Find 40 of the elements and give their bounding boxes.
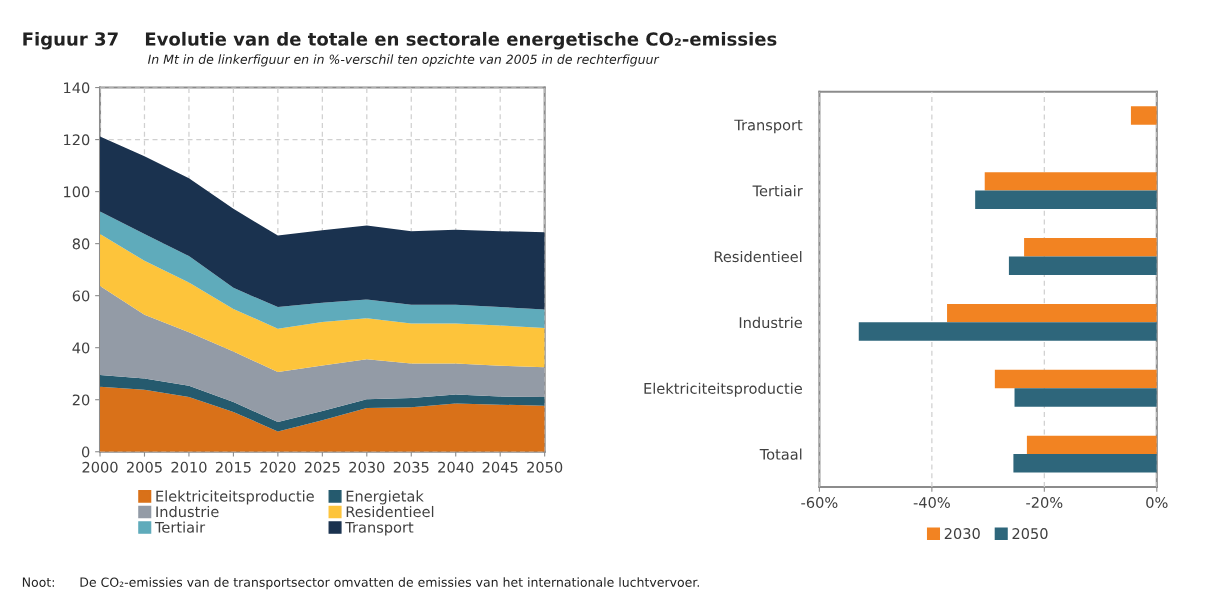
x-tick-label: 2000	[82, 461, 118, 473]
y-tick-label: Tertiair	[752, 185, 803, 197]
y-tick-label: 80	[72, 238, 90, 250]
x-tick-label: 2035	[393, 461, 429, 473]
legend-label: Elektriciteitsproductie	[156, 490, 314, 505]
y-tick-label: 120	[64, 134, 90, 146]
y-tick-label: 20	[72, 394, 90, 406]
y-tick-label: Industrie	[739, 316, 802, 329]
y-tick-label: Totaal	[759, 448, 802, 460]
x-tick-label: -20%	[1026, 496, 1063, 509]
chart-subtitle: In Mt in de linkerfiguur en in %-verschil ten opzichte van 2005 in de rechterfiguur	[147, 54, 660, 67]
x-tick-label: 0%	[1146, 496, 1168, 509]
legend-label: Residentieel	[346, 505, 434, 518]
legend-label: 2050	[1012, 528, 1048, 540]
x-tick-label: 2005	[126, 461, 162, 473]
x-tick-label: -40%	[913, 496, 950, 509]
text: Noot: De CO₂-emissies van de transportsector omvatten de emissies van het internationale luchtvervoer.	[22, 577, 699, 590]
y-tick-label: 100	[64, 186, 90, 198]
legend-label: Tertiair	[154, 521, 206, 533]
x-tick-label: 2015	[215, 461, 251, 473]
y-tick-label: 0	[81, 446, 90, 458]
x-tick-label: 2045	[482, 461, 518, 473]
x-tick-label: 2040	[438, 461, 474, 473]
y-tick-label: Residentieel	[714, 250, 802, 263]
legend-label: Industrie	[156, 505, 219, 518]
x-tick-label: 2020	[260, 461, 296, 473]
x-tick-label: 2010	[171, 461, 207, 473]
x-tick-label: -60%	[801, 496, 838, 509]
legend-label: Energietak	[346, 490, 424, 505]
y-tick-label: 40	[72, 342, 90, 354]
x-tick-label: 2025	[304, 461, 340, 473]
legend-label: Transport	[345, 521, 414, 536]
y-tick-label: 140	[64, 82, 90, 94]
chart-title: Figuur 37 Evolutie van de totale en sectorale energetische CO₂-emissies	[23, 31, 777, 50]
x-tick-label: 2050	[527, 461, 563, 473]
y-tick-label: 60	[72, 290, 90, 302]
y-tick-label: Transport	[734, 119, 803, 134]
legend-label: 2030	[944, 528, 980, 540]
y-tick-label: Elektriciteitsproductie	[644, 382, 802, 397]
x-tick-label: 2030	[349, 461, 385, 473]
